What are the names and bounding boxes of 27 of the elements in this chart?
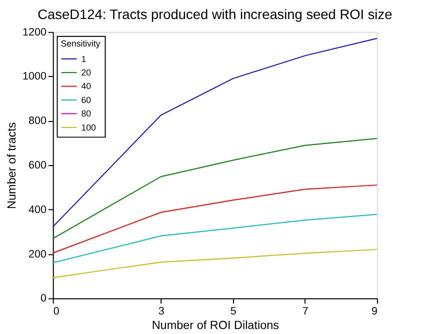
line-series: [52, 138, 378, 240]
legend-label: 60: [81, 94, 92, 105]
legend-label: 80: [81, 108, 92, 119]
y-tick-label: 1000: [22, 70, 47, 83]
y-tick-label: 400: [28, 204, 47, 216]
x-tick-label: 3: [158, 305, 164, 318]
legend-label: 1: [81, 54, 86, 64]
x-tick-label: 9: [371, 305, 378, 318]
line-series: [52, 38, 378, 228]
legend-label: 40: [81, 81, 92, 92]
y-tick-label: 200: [28, 248, 47, 260]
legend-label: 20: [81, 68, 92, 78]
y-tick-label: 1200: [22, 26, 47, 38]
legend-label: 100: [81, 122, 96, 132]
x-tick-label: 7: [302, 305, 308, 318]
y-tick-label: 600: [28, 160, 47, 172]
x-tick-label: 5: [230, 305, 236, 318]
line-series: [52, 248, 378, 278]
chart-title: CaseD124: Tracts produced with increasing seed ROI size: [38, 7, 392, 22]
line-series: [52, 184, 378, 254]
legend-title: Sensitivity: [60, 38, 101, 49]
y-tick-label: 800: [28, 115, 47, 128]
line-series: [52, 214, 378, 264]
x-tick-label: 0: [53, 305, 60, 318]
x-axis-title: Number of ROI Dilations: [152, 319, 280, 332]
y-tick-label: 0: [40, 292, 47, 305]
y-axis-title: Number of tracts: [6, 122, 19, 209]
